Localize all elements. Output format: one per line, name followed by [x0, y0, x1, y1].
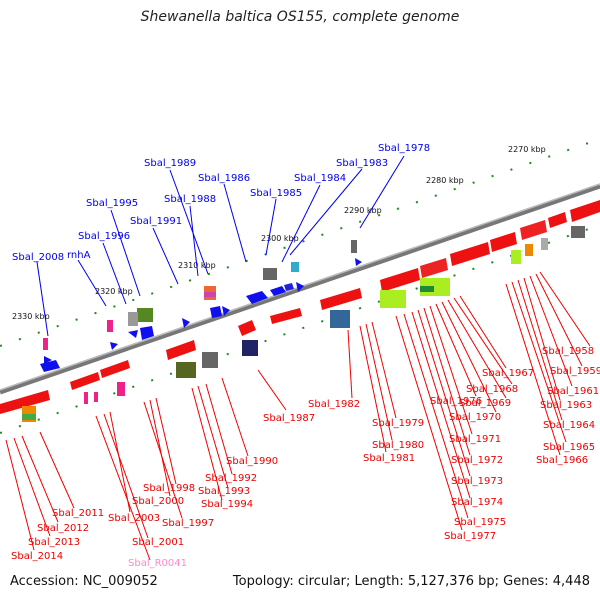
gene-label[interactable]: Sbal_1977 — [444, 531, 496, 542]
bottom-gene-labels: Sbal_1958 Sbal_1959 Sbal_1961 Sbal_1963 … — [11, 346, 600, 569]
top-gene-labels: Sbal_1978 Sbal_1983 Sbal_1984 Sbal_1985 … — [12, 143, 430, 263]
gene-label[interactable]: Sbal_1970 — [449, 412, 501, 423]
tick-label: 2330 kbp — [12, 312, 50, 321]
gene-label[interactable]: Sbal_1982 — [308, 399, 360, 410]
tick-label: 2280 kbp — [426, 176, 464, 185]
tick-label: 2290 kbp — [344, 206, 382, 215]
gene-label[interactable]: Sbal_1998 — [143, 483, 195, 494]
gene-label[interactable]: Sbal_1975 — [454, 517, 506, 528]
accession-text: Accession: NC_009052 — [10, 574, 158, 589]
gene-label[interactable]: Sbal_2011 — [52, 508, 104, 519]
gene-label[interactable]: Sbal_1990 — [226, 456, 278, 467]
gene-label[interactable]: Sbal_1973 — [451, 476, 503, 487]
reverse-features — [0, 200, 600, 422]
gene-label[interactable]: Sbal_1995 — [86, 198, 138, 209]
gene-label[interactable]: Sbal_2013 — [28, 537, 80, 548]
bottom-leaders — [5, 271, 591, 561]
gene-label[interactable]: Sbal_2003 — [108, 513, 160, 524]
gene-label[interactable]: Sbal_1967 — [482, 368, 534, 379]
gene-label[interactable]: Sbal_1985 — [250, 188, 302, 199]
gene-label[interactable]: rnhA — [67, 250, 91, 261]
gene-label[interactable]: Sbal_1965 — [543, 442, 595, 453]
map-title: Shewanella baltica OS155, complete genom… — [140, 9, 460, 25]
gene-label[interactable]: Sbal_1976 — [430, 396, 482, 407]
gene-label[interactable]: Sbal_1984 — [294, 173, 346, 184]
gene-label[interactable]: Sbal_1992 — [205, 473, 257, 484]
gene-label[interactable]: Sbal_1993 — [198, 486, 250, 497]
gene-label[interactable]: Sbal_1989 — [144, 158, 196, 169]
gene-label[interactable]: Sbal_2014 — [11, 551, 63, 562]
gene-label[interactable]: Sbal_1972 — [451, 455, 503, 466]
forward-features — [40, 240, 362, 372]
gene-label[interactable]: Sbal_1983 — [336, 158, 388, 169]
gene-label[interactable]: Sbal_1966 — [536, 455, 588, 466]
gene-label[interactable]: Sbal_1961 — [547, 386, 599, 397]
gene-label[interactable]: Sbal_1988 — [164, 194, 216, 205]
gene-label[interactable]: Sbal_2001 — [132, 537, 184, 548]
gene-label[interactable]: Sbal_1958 — [542, 346, 594, 357]
gene-label[interactable]: Sbal_1987 — [263, 413, 315, 424]
gene-label[interactable]: Sbal_1981 — [363, 453, 415, 464]
gene-label[interactable]: Sbal_1964 — [543, 420, 595, 431]
gene-label[interactable]: Sbal_1971 — [449, 434, 501, 445]
gene-label[interactable]: Sbal_1997 — [162, 518, 214, 529]
gene-label[interactable]: Sbal_2000 — [132, 496, 184, 507]
gene-label[interactable]: Sbal_1978 — [378, 143, 430, 154]
gene-label[interactable]: Sbal_1994 — [201, 499, 253, 510]
gene-label[interactable]: Sbal_1974 — [451, 497, 503, 508]
tick-label: 2320 kbp — [95, 287, 133, 296]
gene-label[interactable]: Sbal_1969 — [459, 398, 511, 409]
gene-label[interactable]: Sbal_2012 — [37, 523, 89, 534]
gene-label[interactable]: Sbal_1996 — [78, 231, 130, 242]
gene-label[interactable]: Sbal_1991 — [130, 216, 182, 227]
gene-label[interactable]: Sbal_1963 — [540, 400, 592, 411]
gene-label[interactable]: Sbal_1980 — [372, 440, 424, 451]
gene-label[interactable]: Sbal_1968 — [466, 384, 518, 395]
gene-label[interactable]: Sbal_2008 — [12, 252, 64, 263]
gene-label[interactable]: Sbal_R0041 — [128, 558, 187, 569]
tick-label: 2300 kbp — [261, 234, 299, 243]
tick-label: 2270 kbp — [508, 145, 546, 154]
genome-info-text: Topology: circular; Length: 5,127,376 bp… — [232, 574, 590, 589]
gene-label[interactable]: Sbal_1979 — [372, 418, 424, 429]
gene-label[interactable]: Sbal_1959 — [550, 366, 600, 377]
top-leaders — [36, 155, 405, 337]
gene-label[interactable]: Sbal_1986 — [198, 173, 250, 184]
